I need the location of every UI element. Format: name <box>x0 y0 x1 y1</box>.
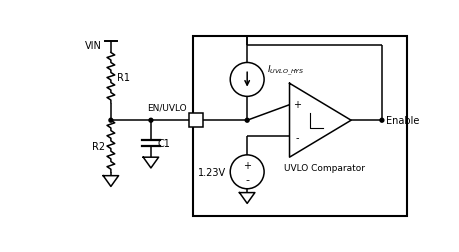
Circle shape <box>245 119 249 123</box>
Circle shape <box>149 119 153 123</box>
Text: EN/UVLO: EN/UVLO <box>147 103 186 112</box>
Text: $I_{UVLO\_HYS}$: $I_{UVLO\_HYS}$ <box>267 64 305 78</box>
Text: 1.23V: 1.23V <box>198 167 226 177</box>
Text: Enable: Enable <box>386 116 419 126</box>
Bar <box>189 114 202 128</box>
Text: C1: C1 <box>157 139 170 149</box>
Text: +: + <box>293 99 301 109</box>
Text: UVLO Comparator: UVLO Comparator <box>284 164 364 173</box>
Text: R2: R2 <box>92 141 105 151</box>
Text: VIN: VIN <box>85 41 101 51</box>
Circle shape <box>380 119 384 123</box>
Text: R1: R1 <box>117 73 130 83</box>
Text: -: - <box>296 132 299 142</box>
Bar <box>192 36 407 216</box>
Circle shape <box>109 119 113 123</box>
Text: -: - <box>245 175 249 185</box>
Text: +: + <box>243 161 251 171</box>
